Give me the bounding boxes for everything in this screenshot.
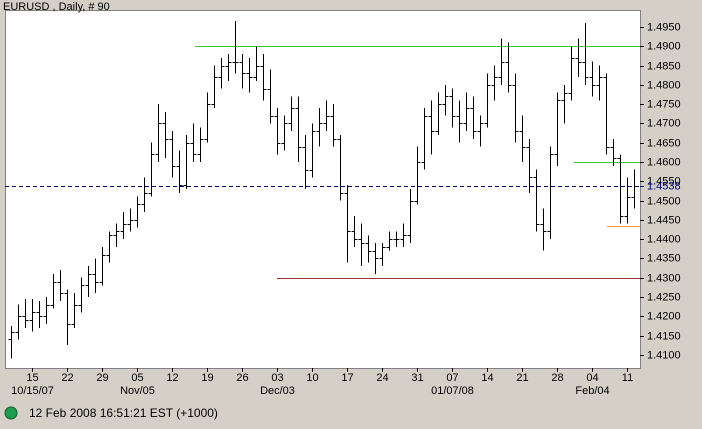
y-tick-label: 1.4600 — [647, 156, 681, 168]
y-tick-label: 1.4300 — [647, 272, 681, 284]
x-tick-label: 11 — [622, 372, 633, 384]
x-major-label: 01/07/08 — [431, 385, 474, 397]
status-text: 12 Feb 2008 16:51:21 EST (+1000) — [29, 406, 218, 420]
plot-area — [5, 10, 641, 369]
x-tick-label: 29 — [96, 372, 108, 384]
x-tick-label: 22 — [61, 372, 73, 384]
x-tick-label: 24 — [376, 372, 388, 384]
y-tick-label: 1.4150 — [647, 330, 681, 342]
y-tick-label: 1.4750 — [647, 98, 681, 110]
x-tick-label: 15 — [26, 372, 38, 384]
y-tick-label: 1.4650 — [647, 137, 681, 149]
x-tick-label: 05 — [131, 372, 143, 384]
x-tick-label: 04 — [586, 372, 598, 384]
y-tick-label: 1.4500 — [647, 195, 681, 207]
x-major-label: Nov/05 — [120, 385, 155, 397]
last-price-label: 1.4538 — [647, 180, 681, 192]
chart-title: EURUSD , Daily, # 90 — [3, 1, 110, 13]
x-major-label: 10/15/07 — [11, 385, 54, 397]
x-major-label: Dec/03 — [260, 385, 295, 397]
x-tick-label: 31 — [411, 372, 423, 384]
x-tick-label: 10 — [306, 372, 318, 384]
x-tick-label: 19 — [201, 372, 213, 384]
y-tick-label: 1.4400 — [647, 233, 681, 245]
x-tick-label: 03 — [271, 372, 283, 384]
x-tick-label: 17 — [341, 372, 353, 384]
x-tick-label: 14 — [481, 372, 493, 384]
y-tick-label: 1.4450 — [647, 214, 681, 226]
y-tick-label: 1.4700 — [647, 117, 681, 129]
y-tick-label: 1.4550 — [647, 175, 681, 187]
y-tick-label: 1.4200 — [647, 310, 681, 322]
y-tick-label: 1.4350 — [647, 252, 681, 264]
x-tick-label: 28 — [551, 372, 563, 384]
y-tick-label: 1.4100 — [647, 349, 681, 361]
y-tick-label: 1.4850 — [647, 60, 681, 72]
x-major-label: Feb/04 — [575, 385, 609, 397]
x-tick-label: 21 — [516, 372, 528, 384]
x-tick-label: 12 — [166, 372, 178, 384]
y-tick-label: 1.4800 — [647, 79, 681, 91]
y-tick-label: 1.4900 — [647, 40, 681, 52]
status-indicator — [4, 406, 18, 420]
y-tick-label: 1.4250 — [647, 291, 681, 303]
x-tick-label: 26 — [236, 372, 248, 384]
y-tick-label: 1.4950 — [647, 21, 681, 33]
x-tick-label: 07 — [446, 372, 458, 384]
